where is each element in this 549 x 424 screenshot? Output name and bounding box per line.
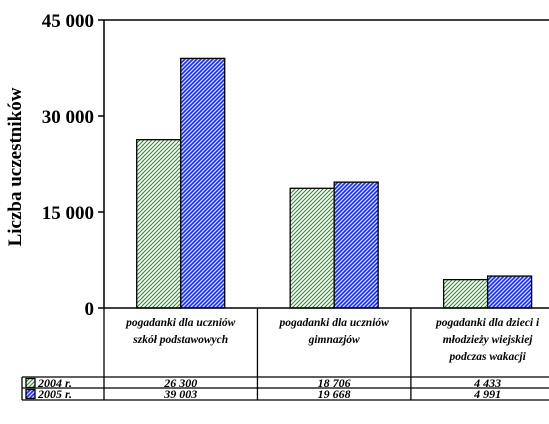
y-axis-ticks: 0 15 000 30 000 45 000 <box>42 11 104 320</box>
legend-swatch-2004 <box>26 379 35 388</box>
legend-swatch-2005 <box>26 390 35 399</box>
y-axis-label: Liczba uczestników <box>5 87 26 246</box>
x-tick-label: młodzieży wiejskiej <box>443 334 534 346</box>
bar-2005-2 <box>334 182 378 308</box>
x-tick-label: szkół podstawowych <box>132 334 228 346</box>
data-label: 39 003 <box>163 387 197 401</box>
bar-2005-3 <box>488 276 532 308</box>
x-tick-label: podczas wakacji <box>448 351 526 363</box>
bar-2004-1 <box>137 140 181 308</box>
y-tick-label: 15 000 <box>42 203 94 224</box>
bar-2005-1 <box>181 58 225 308</box>
bar-2004-2 <box>290 188 334 308</box>
bar-2004-3 <box>444 280 488 308</box>
y-tick-label: 0 <box>85 299 95 320</box>
x-tick-label: pogadanki dla uczniów <box>279 317 390 329</box>
x-tick-label: pogadanki dla dzieci i <box>435 317 540 329</box>
y-tick-label: 30 000 <box>42 107 94 128</box>
data-table: pogadanki dla uczniów szkół podstawowych p… <box>22 308 549 401</box>
x-tick-label: pogadanki dla uczniów <box>125 317 236 329</box>
data-label: 19 668 <box>318 387 351 401</box>
y-tick-label: 45 000 <box>42 11 94 32</box>
data-label: 4 991 <box>473 387 501 401</box>
x-tick-label: gimnazjów <box>308 334 360 346</box>
bars <box>137 58 532 308</box>
legend-label: 2005 r. <box>37 387 72 401</box>
